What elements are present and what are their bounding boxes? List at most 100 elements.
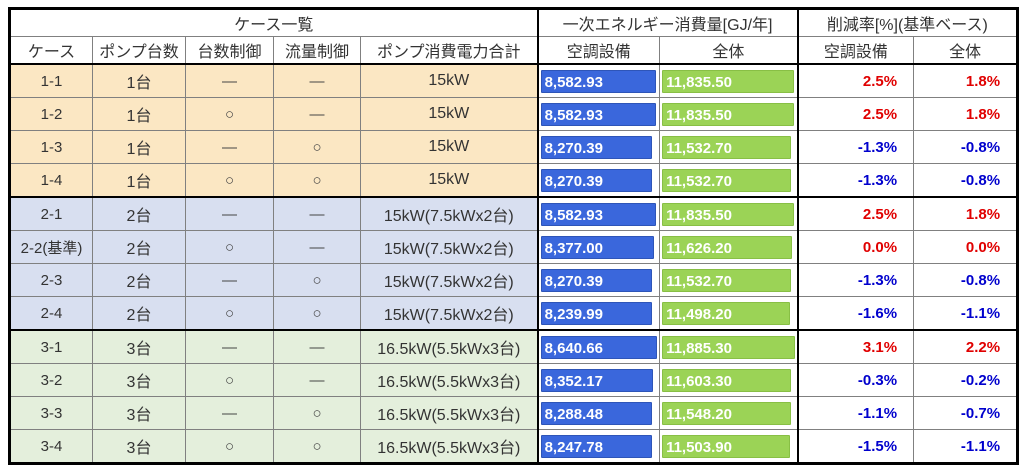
cell-pump-count: 2台 [92, 263, 186, 297]
header-column-row: ケース ポンプ台数 台数制御 流量制御 ポンプ消費電力合計 空調設備 全体 空調… [9, 36, 1019, 65]
cell-power-total: 15kW [359, 97, 539, 131]
cell-reduction-total: -0.8% [913, 263, 1019, 297]
cell-energy-total: 11,532.70 [659, 130, 799, 164]
cell-energy-hvac: 8,270.39 [536, 263, 661, 297]
cell-reduction-hvac: -1.1% [796, 396, 915, 430]
energy-total-value: 11,626.20 [666, 239, 732, 257]
cell-power-total: 16.5kW(5.5kWx3台) [359, 363, 539, 397]
energy-hvac-value: 8,247.78 [544, 438, 603, 456]
cell-energy-total: 11,548.20 [659, 396, 799, 430]
cell-energy-hvac: 8,239.99 [536, 296, 661, 331]
cell-unit-control: ○ [185, 429, 274, 464]
table-body: 1-1 1台 ― ― 15kW 8,582.93 11,835.50 2.5% … [9, 63, 1019, 464]
energy-hvac-value: 8,582.93 [544, 106, 603, 124]
cell-reduction-total: -0.2% [913, 363, 1019, 397]
cell-energy-total: 11,498.20 [659, 296, 799, 331]
header-group-row: ケース一覧 一次エネルギー消費量[GJ/年] 削減率[%](基準ベース) [8, 8, 1019, 37]
cell-case: 2-1 [9, 196, 93, 231]
energy-total-value: 11,548.20 [666, 405, 732, 423]
cell-pump-count: 1台 [92, 130, 186, 164]
cell-energy-hvac: 8,582.93 [536, 196, 661, 231]
energy-hvac-databar: 8,247.78 [540, 434, 652, 458]
cell-energy-total: 11,835.50 [659, 196, 799, 231]
table-row: 2-2(基準) 2台 ○ ― 15kW(7.5kWx2台) 8,377.00 1… [9, 230, 1019, 264]
cell-unit-control: ○ [185, 296, 274, 331]
cell-reduction-total: 0.0% [913, 230, 1019, 264]
cell-unit-control: ○ [185, 97, 274, 131]
energy-hvac-databar: 8,352.17 [540, 368, 654, 392]
energy-total-databar: 11,626.20 [662, 235, 792, 259]
energy-hvac-databar: 8,640.66 [540, 335, 658, 359]
cell-unit-control: ― [185, 329, 274, 364]
table-row: 1-4 1台 ○ ○ 15kW 8,270.39 11,532.70 -1.3%… [9, 163, 1019, 198]
cell-unit-control: ― [185, 63, 274, 98]
cell-reduction-hvac: -1.3% [796, 163, 915, 198]
cell-power-total: 16.5kW(5.5kWx3台) [359, 329, 539, 364]
cell-energy-hvac: 8,582.93 [536, 63, 661, 98]
cell-energy-total: 11,626.20 [659, 230, 799, 264]
energy-hvac-value: 8,270.39 [544, 172, 603, 190]
table-row: 1-1 1台 ― ― 15kW 8,582.93 11,835.50 2.5% … [9, 63, 1019, 98]
cell-power-total: 15kW [359, 63, 539, 98]
energy-hvac-databar: 8,582.93 [540, 69, 657, 93]
energy-total-value: 11,835.50 [666, 206, 732, 224]
table-row: 3-4 3台 ○ ○ 16.5kW(5.5kWx3台) 8,247.78 11,… [9, 429, 1019, 464]
cell-case: 1-2 [9, 97, 93, 131]
table-row: 3-3 3台 ― ○ 16.5kW(5.5kWx3台) 8,288.48 11,… [9, 396, 1019, 430]
cell-unit-control: ― [185, 396, 274, 430]
cell-power-total: 16.5kW(5.5kWx3台) [359, 429, 539, 464]
header-case-list: ケース一覧 [8, 8, 539, 37]
cell-case: 3-3 [9, 396, 93, 430]
cell-reduction-total: 1.8% [913, 196, 1019, 231]
cell-flow-control: ○ [273, 130, 361, 164]
cell-reduction-total: -0.8% [913, 163, 1019, 198]
cell-flow-control: ○ [273, 263, 361, 297]
table-row: 2-4 2台 ○ ○ 15kW(7.5kWx2台) 8,239.99 11,49… [9, 296, 1019, 331]
cell-reduction-hvac: -0.3% [796, 363, 915, 397]
cell-pump-count: 3台 [92, 329, 186, 364]
cell-unit-control: ― [185, 263, 274, 297]
cell-unit-control: ○ [185, 163, 274, 198]
table-row: 2-3 2台 ― ○ 15kW(7.5kWx2台) 8,270.39 11,53… [9, 263, 1019, 297]
cell-pump-count: 1台 [92, 97, 186, 131]
energy-hvac-value: 8,288.48 [544, 405, 603, 423]
header-reduction-rate: 削減率[%](基準ベース) [796, 8, 1019, 37]
cell-power-total: 15kW(7.5kWx2台) [359, 230, 539, 264]
cell-reduction-total: -1.1% [913, 296, 1019, 331]
cell-pump-count: 2台 [92, 196, 186, 231]
cell-power-total: 15kW [359, 163, 539, 198]
col-header-flow-control: 流量制御 [273, 36, 361, 65]
cell-flow-control: ― [273, 63, 361, 98]
cell-reduction-hvac: 2.5% [796, 63, 915, 98]
energy-total-databar: 11,548.20 [662, 401, 791, 425]
cell-power-total: 15kW(7.5kWx2台) [359, 296, 539, 331]
col-header-power-total: ポンプ消費電力合計 [359, 36, 539, 65]
energy-hvac-value: 8,352.17 [544, 372, 603, 390]
cell-flow-control: ○ [273, 163, 361, 198]
col-header-reduction-total: 全体 [913, 36, 1019, 65]
energy-total-value: 11,885.30 [666, 339, 732, 357]
energy-hvac-value: 8,270.39 [544, 139, 603, 157]
cell-pump-count: 3台 [92, 429, 186, 464]
cell-pump-count: 2台 [92, 296, 186, 331]
energy-hvac-value: 8,377.00 [544, 239, 603, 257]
cell-flow-control: ○ [273, 296, 361, 331]
cell-energy-total: 11,885.30 [659, 329, 799, 364]
energy-hvac-databar: 8,582.93 [540, 202, 657, 226]
cell-case: 2-4 [9, 296, 93, 331]
energy-total-databar: 11,835.50 [662, 202, 795, 226]
cell-energy-hvac: 8,377.00 [536, 230, 661, 264]
cell-energy-total: 11,532.70 [659, 163, 799, 198]
cell-energy-hvac: 8,270.39 [536, 163, 661, 198]
cell-energy-total: 11,603.30 [659, 363, 799, 397]
cell-flow-control: ― [273, 363, 361, 397]
energy-total-databar: 11,835.50 [662, 102, 795, 126]
energy-hvac-value: 8,640.66 [544, 339, 603, 357]
cell-case: 1-4 [9, 163, 93, 198]
cell-unit-control: ○ [185, 363, 274, 397]
energy-total-databar: 11,532.70 [662, 268, 791, 292]
cell-pump-count: 3台 [92, 363, 186, 397]
energy-total-databar: 11,498.20 [662, 301, 791, 325]
cell-flow-control: ― [273, 196, 361, 231]
